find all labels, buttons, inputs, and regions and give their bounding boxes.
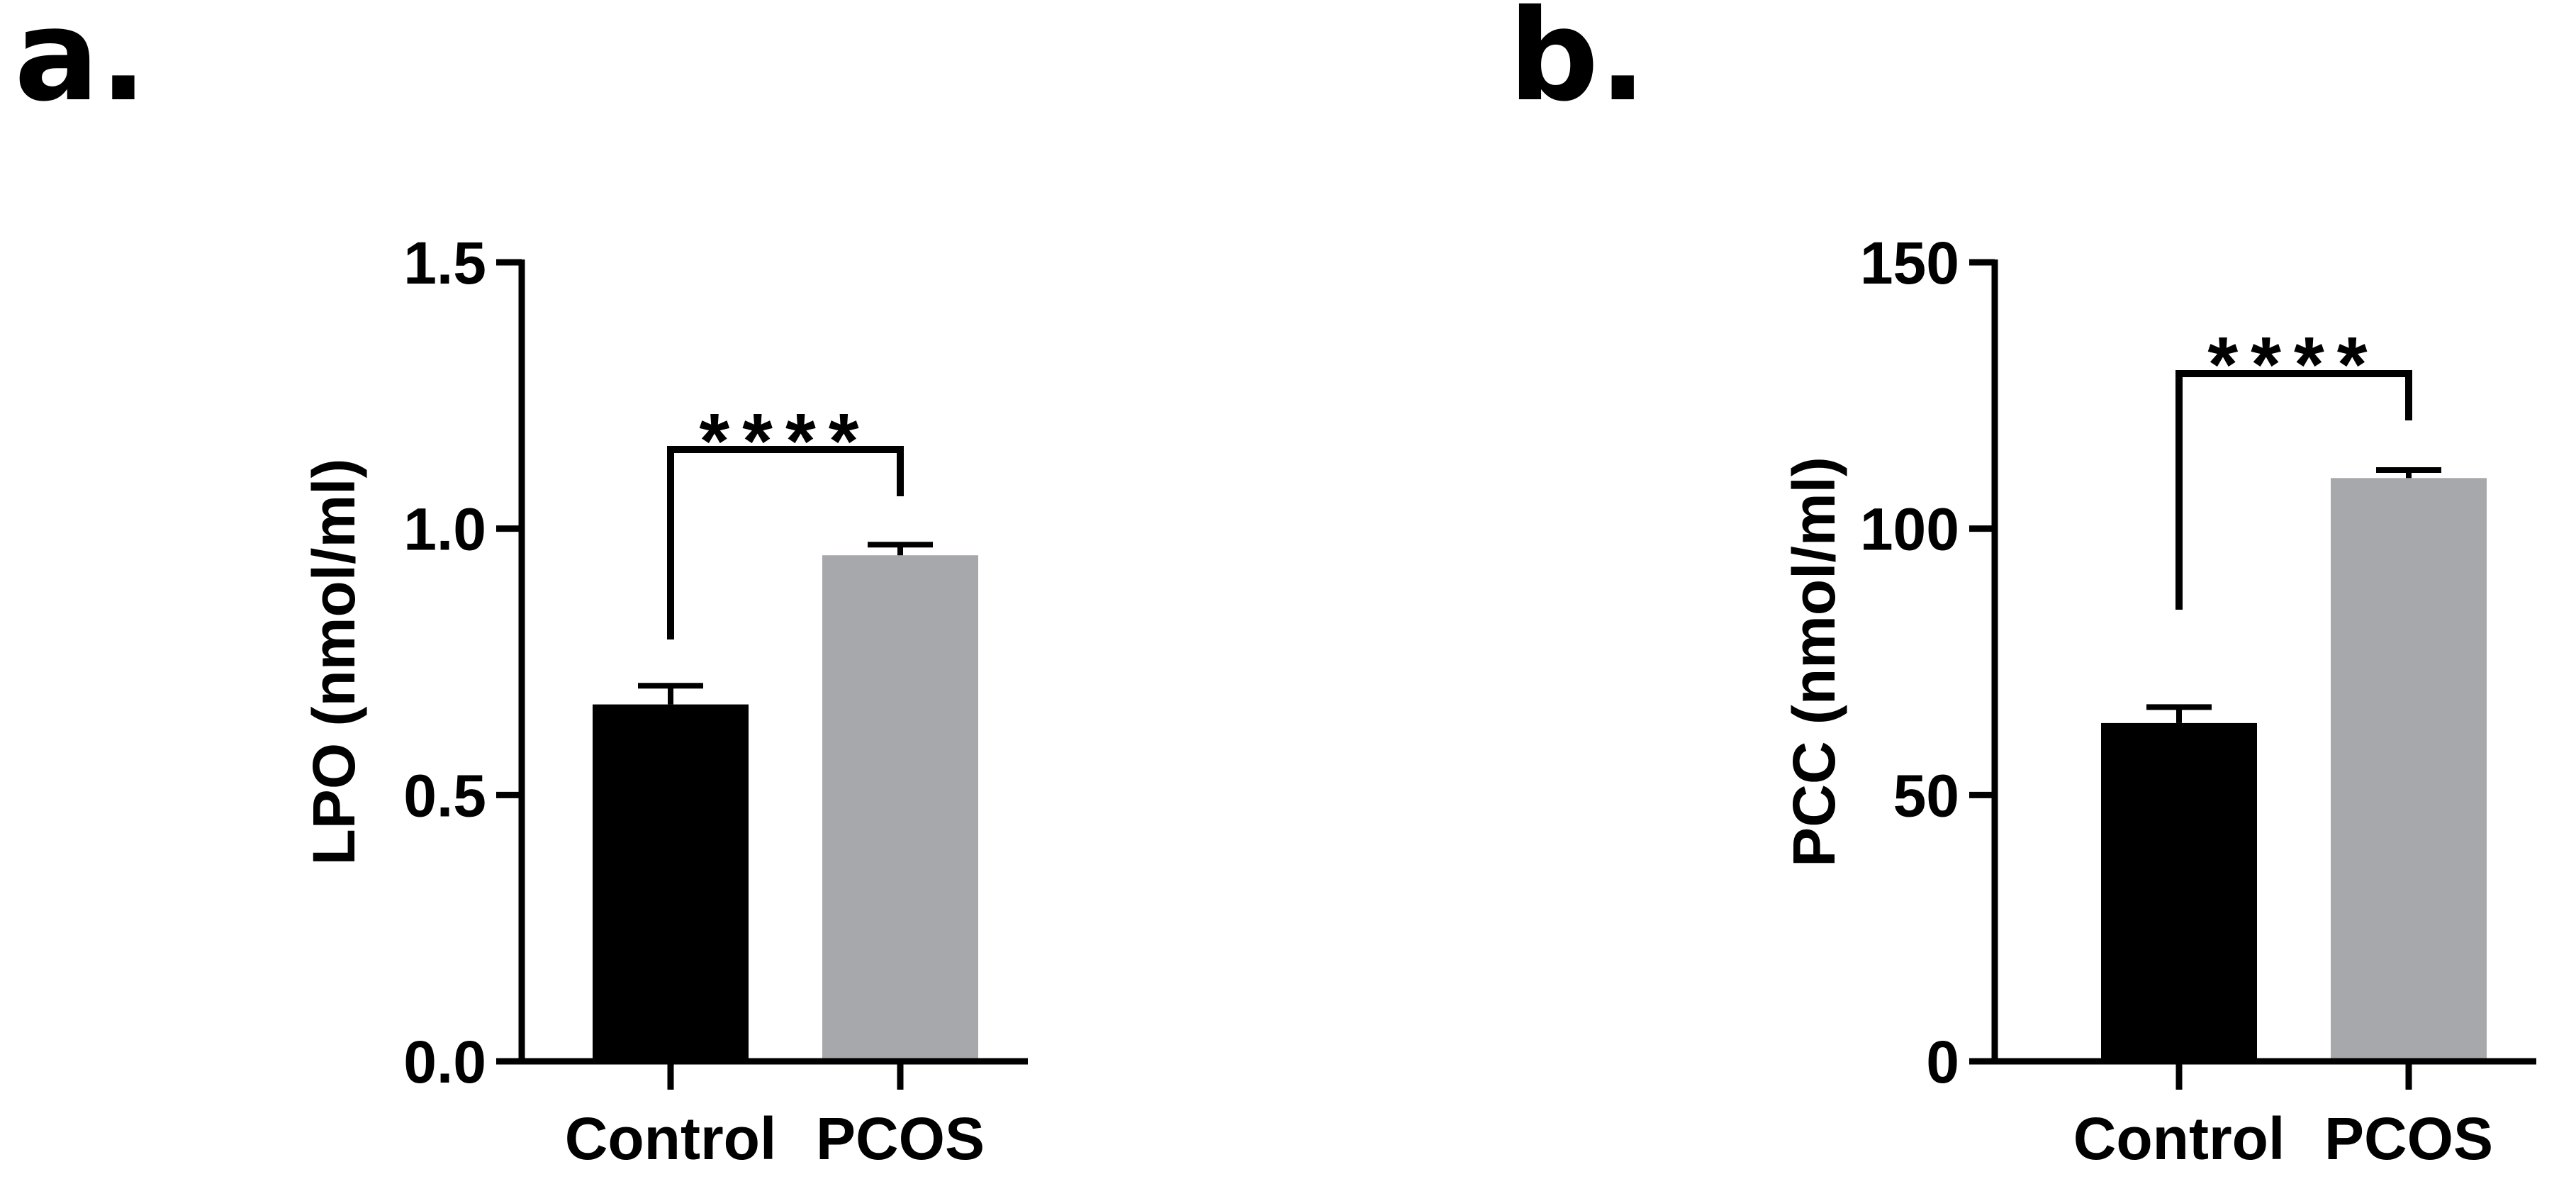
y-tick-label: 0 bbox=[1926, 1029, 1959, 1095]
y-tick-label: 1.5 bbox=[403, 230, 486, 296]
y-tick-label: 0.0 bbox=[403, 1029, 486, 1095]
bar-pcos bbox=[2331, 478, 2487, 1061]
x-tick-label-control: Control bbox=[2073, 1105, 2285, 1172]
significance-label: **** bbox=[699, 398, 871, 485]
y-tick-label: 0.5 bbox=[403, 762, 486, 829]
x-tick-label-pcos: PCOS bbox=[2324, 1105, 2493, 1172]
bar-control bbox=[593, 704, 749, 1061]
significance-label: **** bbox=[2207, 321, 2380, 408]
y-tick-label: 50 bbox=[1893, 762, 1959, 829]
y-axis-title: LPO (nmol/ml) bbox=[301, 459, 367, 866]
significance-bracket bbox=[2175, 370, 2412, 610]
y-axis-title: PCC (nmol/ml) bbox=[1781, 457, 1847, 867]
y-tick-label: 150 bbox=[1860, 230, 1959, 296]
chart-panel-a: a. 0.0 0.5 1.0 1.5 Control PCOS LPO (nmol/ml) **… bbox=[14, 0, 1028, 1172]
bar-control bbox=[2101, 722, 2257, 1061]
panel-label: a. bbox=[14, 0, 147, 129]
chart-panel-b: b. 0 50 100 150 Control PCOS PCC (nmol/ml) **** bbox=[1508, 0, 2536, 1172]
panel-label: b. bbox=[1508, 0, 1647, 129]
bar-pcos bbox=[822, 555, 978, 1061]
x-tick-label-pcos: PCOS bbox=[816, 1105, 985, 1172]
significance-bracket bbox=[667, 446, 904, 639]
x-tick-label-control: Control bbox=[565, 1105, 777, 1172]
y-tick-label: 1.0 bbox=[403, 496, 486, 563]
y-tick-label: 100 bbox=[1860, 496, 1959, 563]
